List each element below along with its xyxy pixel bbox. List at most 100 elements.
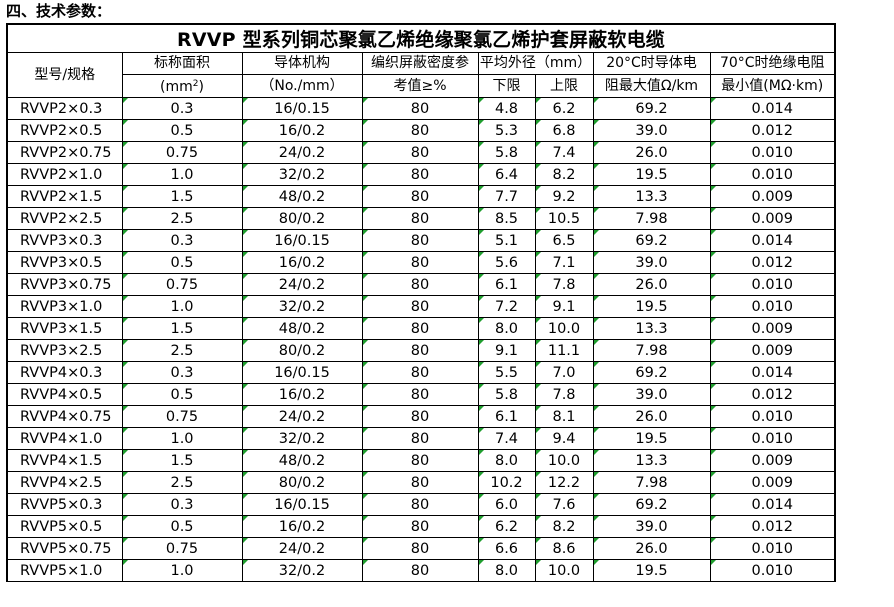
cell-value: 16/0.15 — [274, 364, 330, 381]
cell-value: 2.5 — [170, 210, 194, 227]
cell-marker-icon — [243, 98, 248, 103]
cell-value: RVVP4×0.75 — [20, 408, 112, 425]
cell-shield: 80 — [361, 471, 479, 494]
table-row: RVVP2×0.75 0.75 24/0.2 80 5.8 7.4 26.0 0.010 — [6, 141, 836, 164]
cell-value: 13.3 — [635, 320, 668, 337]
cell-value: 6.0 — [494, 496, 519, 513]
cell-marker-icon — [594, 384, 599, 389]
cell-marker-icon — [243, 406, 248, 411]
cell-value: RVVP4×1.0 — [20, 430, 103, 447]
cell-model: RVVP5×1.0 — [6, 559, 123, 582]
cell-value: 11.1 — [547, 342, 581, 359]
cell-insulation: 0.009 — [709, 449, 836, 472]
cell-value: 80/0.2 — [278, 210, 326, 227]
cell-value: 80 — [410, 320, 430, 337]
cell-marker-icon — [243, 450, 248, 455]
cell-insulation: 0.010 — [709, 559, 836, 582]
cell-lower: 9.1 — [477, 339, 536, 362]
cell-model: RVVP2×2.5 — [6, 207, 123, 230]
cell-marker-icon — [479, 252, 484, 257]
cell-value: 0.009 — [751, 474, 793, 491]
cell-marker-icon — [711, 274, 716, 279]
cell-marker-icon — [594, 164, 599, 169]
cell-marker-icon — [243, 340, 248, 345]
cell-value: RVVP4×0.5 — [20, 386, 103, 403]
cell-marker-icon — [243, 164, 248, 169]
cell-value: 69.2 — [635, 100, 668, 117]
cell-marker-icon — [123, 274, 128, 279]
cell-value: 7.7 — [494, 188, 519, 205]
cell-shield: 80 — [361, 207, 479, 230]
cell-resistance: 7.98 — [592, 471, 711, 494]
cell-value: 4.8 — [494, 100, 519, 117]
cell-upper: 6.8 — [534, 119, 594, 142]
cell-value: 80 — [410, 188, 430, 205]
cell-lower: 5.8 — [477, 141, 536, 164]
cell-value: 10.0 — [547, 320, 581, 337]
cell-marker-icon — [536, 230, 541, 235]
table-row: RVVP4×1.5 1.5 48/0.2 80 8.0 10.0 13.3 0.009 — [6, 449, 836, 472]
cell-value: 80/0.2 — [278, 474, 326, 491]
cell-lower: 6.6 — [477, 537, 536, 560]
cell-marker-icon — [711, 252, 716, 257]
cell-shield: 80 — [361, 251, 479, 274]
cell-shield: 80 — [361, 427, 479, 450]
cell-value: 5.5 — [494, 364, 519, 381]
cell-marker-icon — [363, 384, 368, 389]
cell-marker-icon — [243, 252, 248, 257]
cell-marker-icon — [363, 406, 368, 411]
cell-resistance: 19.5 — [592, 427, 711, 450]
cell-insulation: 0.010 — [709, 537, 836, 560]
cell-shield: 80 — [361, 449, 479, 472]
cell-marker-icon — [536, 494, 541, 499]
cell-value: 32/0.2 — [278, 430, 326, 447]
cell-value: 80 — [410, 408, 430, 425]
cell-value: 69.2 — [635, 496, 668, 513]
cell-marker-icon — [536, 384, 541, 389]
cell-insulation: 0.012 — [709, 515, 836, 538]
cell-area: 1.5 — [121, 317, 243, 340]
cell-marker-icon — [711, 472, 716, 477]
cell-area: 0.3 — [121, 361, 243, 384]
cell-value: 5.3 — [494, 122, 519, 139]
cell-marker-icon — [594, 494, 599, 499]
cell-marker-icon — [363, 428, 368, 433]
cell-value: 0.3 — [170, 364, 194, 381]
cell-value: 7.98 — [635, 474, 668, 491]
cell-value: 16/0.2 — [278, 518, 326, 535]
cell-marker-icon — [536, 516, 541, 521]
cell-area: 0.75 — [121, 273, 243, 296]
cell-value: 6.1 — [494, 276, 519, 293]
cell-shield: 80 — [361, 559, 479, 582]
cell-upper: 8.2 — [534, 515, 594, 538]
cell-insulation: 0.009 — [709, 317, 836, 340]
cell-value: RVVP4×1.5 — [20, 452, 103, 469]
cell-value: 80 — [410, 364, 430, 381]
cell-marker-icon — [243, 494, 248, 499]
cell-value: 8.0 — [494, 452, 519, 469]
cell-value: 0.012 — [751, 386, 793, 403]
cell-marker-icon — [536, 538, 541, 543]
cell-model: RVVP2×0.75 — [6, 141, 123, 164]
cell-shield: 80 — [361, 273, 479, 296]
cell-insulation: 0.009 — [709, 185, 836, 208]
cell-value: RVVP3×2.5 — [20, 342, 103, 359]
cell-value: 80 — [410, 474, 430, 491]
cell-marker-icon — [363, 450, 368, 455]
cell-shield: 80 — [361, 383, 479, 406]
cell-marker-icon — [536, 362, 541, 367]
cell-value: 0.75 — [165, 540, 199, 557]
cell-structure: 48/0.2 — [241, 317, 363, 340]
cell-value: 10.0 — [547, 452, 581, 469]
cell-structure: 24/0.2 — [241, 405, 363, 428]
cell-marker-icon — [711, 362, 716, 367]
cell-upper: 8.1 — [534, 405, 594, 428]
cell-marker-icon — [363, 120, 368, 125]
table-row: RVVP5×1.0 1.0 32/0.2 80 8.0 10.0 19.5 0.010 — [6, 559, 836, 582]
cell-marker-icon — [479, 318, 484, 323]
cell-value: 39.0 — [635, 518, 668, 535]
cell-value: 0.75 — [165, 408, 199, 425]
cell-value: 32/0.2 — [278, 298, 326, 315]
cell-value: 5.8 — [494, 144, 519, 161]
cell-marker-icon — [479, 208, 484, 213]
